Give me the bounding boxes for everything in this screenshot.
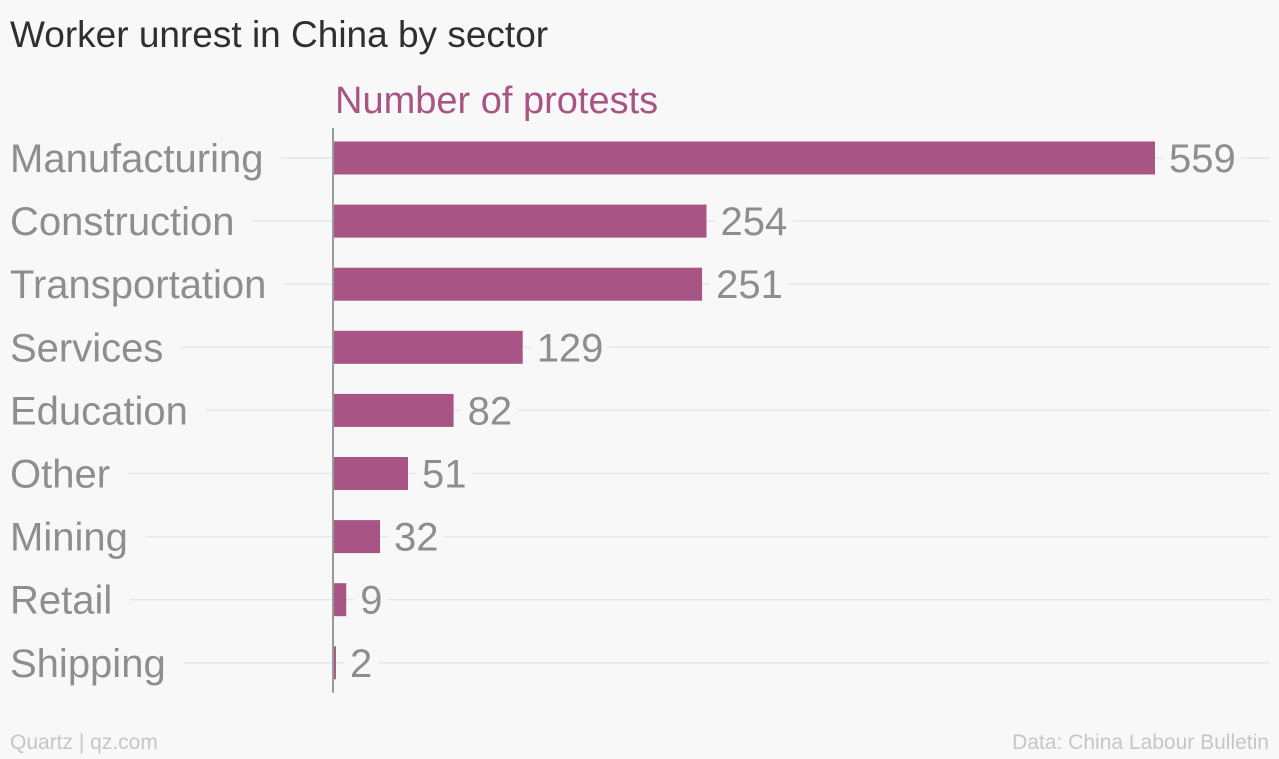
- category-label: Transportation: [10, 263, 266, 307]
- bar: [333, 520, 381, 554]
- bar: [333, 646, 336, 680]
- value-label-background: [461, 392, 518, 429]
- value-label: 254: [721, 200, 788, 244]
- category-label: Other: [10, 453, 110, 497]
- bar: [333, 141, 1155, 175]
- value-label: 251: [716, 263, 783, 307]
- value-label-background: [388, 518, 445, 555]
- bar: [333, 457, 408, 490]
- value-label-background: [343, 644, 378, 681]
- bar: [333, 583, 347, 617]
- footer-source: Data: China Labour Bulletin: [1012, 731, 1269, 754]
- value-label-background: [415, 455, 472, 492]
- category-label: Construction: [10, 200, 235, 244]
- value-label: 9: [360, 579, 382, 623]
- bar: [333, 393, 454, 427]
- value-label: 559: [1169, 137, 1236, 181]
- value-label-background: [530, 329, 609, 366]
- category-label: Services: [10, 326, 163, 370]
- category-label: Shipping: [10, 642, 166, 686]
- value-label: 32: [394, 516, 439, 560]
- bar: [333, 330, 523, 364]
- value-label-background: [354, 581, 389, 618]
- category-label: Retail: [10, 579, 112, 623]
- bar: [333, 267, 703, 301]
- category-label: Education: [10, 389, 188, 433]
- footer-credit: Quartz | qz.com: [10, 731, 158, 754]
- value-label: 2: [350, 642, 372, 686]
- value-label: 129: [537, 326, 604, 370]
- bar: [333, 204, 707, 238]
- value-label-background: [710, 266, 789, 303]
- category-label: Mining: [10, 516, 128, 560]
- value-label-background: [1163, 140, 1241, 176]
- value-label: 51: [422, 453, 467, 497]
- x-axis-title: Number of protests: [335, 80, 658, 122]
- value-label: 82: [468, 389, 512, 433]
- value-label-background: [714, 203, 793, 240]
- chart-title: Worker unrest in China by sector: [10, 14, 549, 55]
- category-label: Manufacturing: [10, 137, 263, 181]
- bars: [333, 141, 1155, 680]
- category-labels: Manufacturing Construction Transportation S…: [10, 137, 266, 686]
